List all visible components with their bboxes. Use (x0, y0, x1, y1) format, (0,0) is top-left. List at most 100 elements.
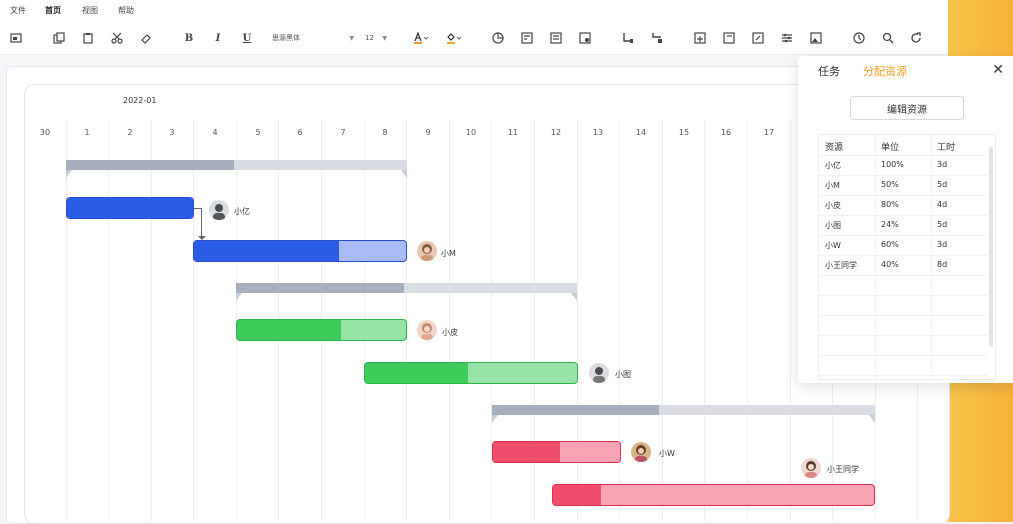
day-label: 10 (465, 128, 477, 137)
task-bar[interactable] (364, 362, 578, 384)
resource-label: 小W (659, 449, 675, 458)
menu-view[interactable]: 视图 (82, 6, 98, 15)
avatar (631, 442, 651, 462)
bold-button[interactable]: B (180, 29, 198, 47)
fill-color-button[interactable] (442, 29, 466, 47)
cell-resource: 小王同学 (825, 261, 857, 270)
copy-icon[interactable] (50, 29, 68, 47)
menu-file[interactable]: 文件 (10, 6, 26, 15)
tab-tasks[interactable]: 任务 (818, 65, 840, 78)
settings-sliders-icon[interactable] (778, 29, 796, 47)
task-progress (194, 241, 339, 261)
cell-resource: 小M (825, 181, 840, 190)
format-painter-icon[interactable] (7, 29, 25, 47)
dependency-line (201, 208, 202, 238)
cell-hours: 3d (937, 240, 948, 249)
menu-home[interactable]: 首页 (45, 6, 61, 15)
summary-progress (66, 160, 234, 170)
toolbar: B I U 思源黑体 ▼ 12 ▼ (0, 22, 948, 55)
resource-label: 小图 (615, 370, 631, 379)
task-bar[interactable] (193, 240, 407, 262)
font-size-select[interactable]: 12 ▼ (365, 30, 387, 46)
edit-resources-button[interactable]: 编辑资源 (850, 96, 964, 120)
summary-track (66, 160, 407, 170)
cell-hours: 5d (937, 220, 948, 229)
underline-button[interactable]: U (238, 29, 256, 47)
image-icon[interactable] (807, 29, 825, 47)
day-label: 6 (297, 128, 303, 137)
menu-help[interactable]: 帮助 (118, 6, 134, 15)
task-bar[interactable] (552, 484, 875, 506)
grid-line (619, 120, 620, 522)
summary-hook-right (401, 170, 407, 178)
summary-hook-left (492, 415, 498, 423)
task-progress (237, 320, 341, 340)
table-row[interactable]: 小图 24% 5d (819, 215, 987, 236)
add-milestone-icon[interactable] (749, 29, 767, 47)
summary-hook-right (571, 293, 577, 301)
scrollbar[interactable] (989, 147, 993, 347)
grid-line (704, 120, 705, 522)
cell-hours: 3d (937, 160, 948, 169)
font-color-button[interactable] (409, 29, 433, 47)
add-task-icon[interactable] (691, 29, 709, 47)
table-row[interactable]: 小M 50% 5d (819, 175, 987, 196)
close-icon[interactable]: ✕ (992, 62, 1004, 78)
bold-icon: B (184, 32, 194, 44)
task-progress (365, 363, 468, 383)
table-row[interactable]: 小皮 80% 4d (819, 195, 987, 216)
day-label: 7 (340, 128, 346, 137)
cell-unit: 60% (881, 240, 899, 249)
cell-hours: 5d (937, 180, 948, 189)
day-label: 5 (255, 128, 261, 137)
clock-icon[interactable] (850, 29, 868, 47)
task-attach-icon[interactable] (576, 29, 594, 47)
add-subtask-icon[interactable] (720, 29, 738, 47)
header-resource: 资源 (825, 143, 844, 153)
chevron-down-icon: ▼ (382, 34, 387, 42)
summary-bar[interactable] (236, 283, 577, 301)
resource-table: 资源 单位 工时 小亿 100% 3d 小M 50% 5d 小皮 80% 4d … (818, 134, 996, 380)
tab-assign-resources[interactable]: 分配资源 (863, 65, 907, 78)
task-bar[interactable] (66, 197, 194, 219)
outdent-icon[interactable] (619, 29, 637, 47)
day-label: 14 (635, 128, 647, 137)
table-row[interactable]: 小亿 100% 3d (819, 155, 987, 176)
refresh-icon[interactable] (907, 29, 925, 47)
avatar (209, 200, 229, 220)
cut-icon[interactable] (108, 29, 126, 47)
task-bar[interactable] (236, 319, 407, 341)
task-info-icon[interactable] (518, 29, 536, 47)
gantt-chart (24, 84, 950, 524)
task-bar[interactable] (492, 441, 621, 463)
summary-bar[interactable] (492, 405, 875, 423)
italic-icon: I (215, 32, 221, 44)
day-label: 15 (678, 128, 690, 137)
summary-bar[interactable] (66, 160, 407, 178)
cell-unit: 50% (881, 180, 899, 189)
grid-line (790, 120, 791, 522)
cell-resource: 小皮 (825, 201, 841, 210)
table-row[interactable]: 小W 60% 3d (819, 235, 987, 256)
grid-line (491, 120, 492, 522)
resource-label: 小王同学 (827, 465, 859, 474)
header-unit: 单位 (881, 143, 900, 153)
underline-icon: U (242, 32, 252, 44)
grid-line (151, 120, 152, 522)
task-note-icon[interactable] (547, 29, 565, 47)
day-label: 16 (720, 128, 732, 137)
summary-hook-left (236, 293, 242, 301)
cell-resource: 小图 (825, 221, 841, 230)
indent-icon[interactable] (648, 29, 666, 47)
table-row[interactable]: 小王同学 40% 8d (819, 255, 987, 276)
day-label: 9 (425, 128, 431, 137)
eraser-icon[interactable] (137, 29, 155, 47)
font-family-select[interactable]: 思源黑体 ▼ (272, 30, 354, 46)
grid-line (534, 120, 535, 522)
search-icon[interactable] (879, 29, 897, 47)
paste-icon[interactable] (79, 29, 97, 47)
progress-icon[interactable] (489, 29, 507, 47)
arrow-down-icon (198, 236, 206, 240)
italic-button[interactable]: I (209, 29, 227, 47)
summary-hook-right (869, 415, 875, 423)
